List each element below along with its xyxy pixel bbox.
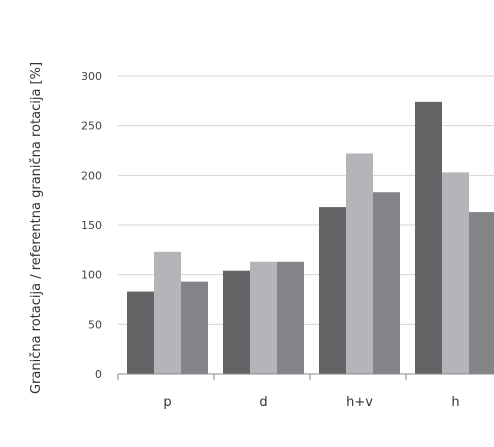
- bar-p-series-3: [181, 281, 208, 374]
- x-category-label: h: [451, 395, 459, 410]
- bar-h-series-2: [442, 172, 469, 374]
- bar-p-series-1: [127, 291, 154, 374]
- y-tick-label: 250: [81, 120, 102, 133]
- x-category-label: h+v: [346, 395, 373, 410]
- bar-h+v-series-1: [319, 207, 346, 374]
- x-axis-categories: p d h+v h: [163, 395, 459, 410]
- bar-d-series-2: [250, 261, 277, 374]
- y-axis-ticks: 0 50 100 150 200 250 300: [81, 70, 102, 381]
- bar-d-series-3: [277, 261, 304, 374]
- y-tick-label: 50: [88, 318, 102, 331]
- x-category-label: d: [259, 395, 267, 410]
- y-axis-title: Granična rotacija / referentna granična …: [29, 62, 44, 394]
- y-tick-label: 100: [81, 269, 102, 282]
- y-tick-label: 0: [95, 368, 102, 381]
- y-tick-label: 150: [81, 219, 102, 232]
- bar-h-series-3: [469, 212, 494, 374]
- y-tick-label: 200: [81, 169, 102, 182]
- x-category-label: p: [163, 395, 171, 410]
- bar-p-series-2: [154, 251, 181, 374]
- bars: [127, 101, 494, 375]
- x-axis: [117, 373, 494, 380]
- bar-h+v-series-3: [373, 192, 400, 374]
- bar-h+v-series-2: [346, 153, 373, 374]
- y-tick-label: 300: [81, 70, 102, 83]
- bar-d-series-1: [223, 270, 250, 374]
- bar-h-series-1: [415, 101, 442, 375]
